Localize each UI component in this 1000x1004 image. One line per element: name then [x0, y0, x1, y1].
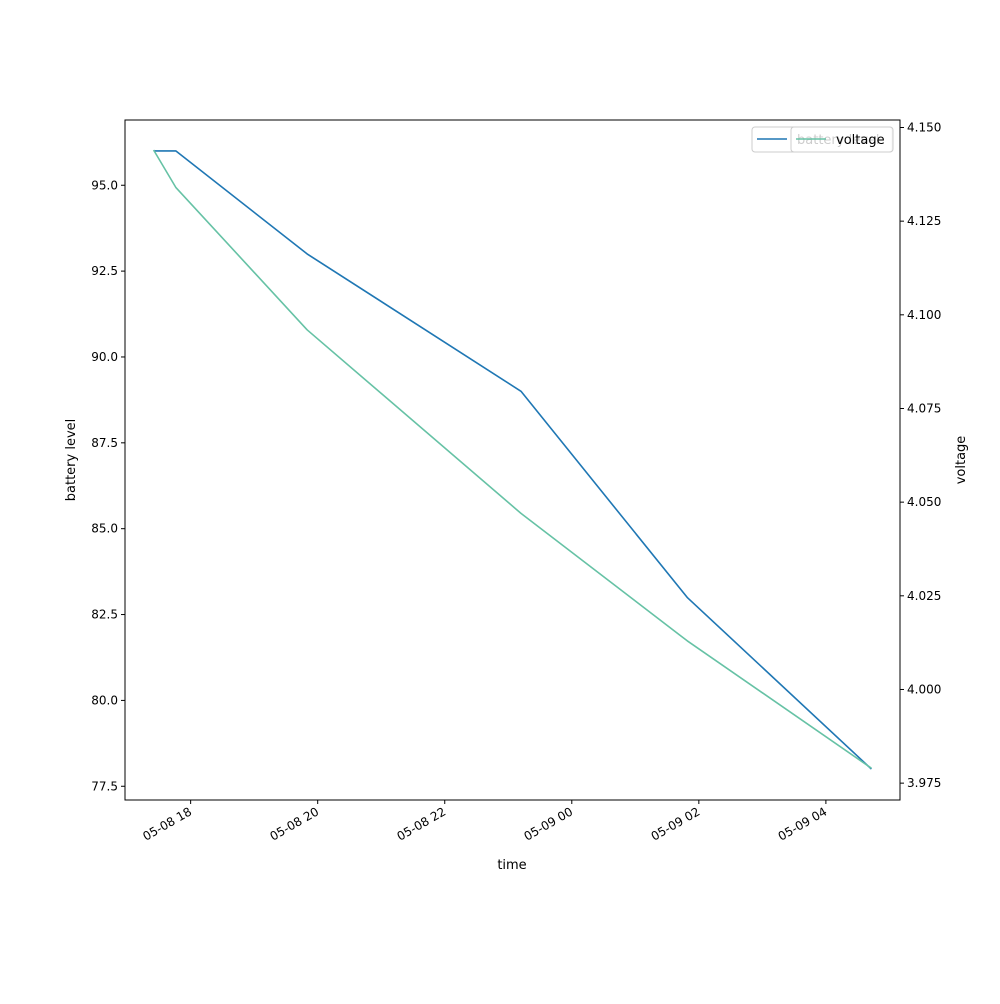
x-tick-label: 05-09 04	[776, 804, 830, 843]
y-left-tick-label: 80.0	[91, 693, 118, 707]
y-left-tick-label: 82.5	[91, 608, 118, 622]
y-right-tick-label: 4.000	[907, 682, 941, 696]
y-right-tick-label: 4.150	[907, 120, 941, 134]
x-tick-label: 05-08 22	[395, 804, 449, 843]
y-left-tick-label: 92.5	[91, 264, 118, 278]
y-left-tick-label: 87.5	[91, 436, 118, 450]
y-left-tick-label: 90.0	[91, 350, 118, 364]
y-right-tick-label: 4.050	[907, 495, 941, 509]
y-axis-right: 3.975 4.000 4.025 4.050 4.075 4.100 4.125 4.150	[900, 120, 941, 790]
y-axis-left: 77.5 80.0 82.5 85.0 87.5 90.0 92.5 95.0	[91, 178, 125, 793]
y-right-tick-label: 4.125	[907, 214, 941, 228]
x-axis: 05-08 18 05-08 20 05-08 22 05-09 00 05-09 02…	[140, 800, 829, 844]
y-right-tick-label: 4.075	[907, 401, 941, 415]
legend-label-voltage: voltage	[836, 133, 885, 148]
x-axis-title: time	[497, 858, 526, 873]
x-tick-label: 05-08 20	[267, 804, 321, 843]
x-tick-label: 05-09 00	[522, 804, 576, 843]
y-right-tick-label: 4.100	[907, 308, 941, 322]
plot-frame	[125, 120, 900, 800]
y-left-tick-label: 95.0	[91, 178, 118, 192]
y-left-tick-label: 85.0	[91, 522, 118, 536]
x-tick-label: 05-08 18	[140, 804, 194, 843]
y-axis-right-title: voltage	[954, 436, 969, 485]
y-left-tick-label: 77.5	[91, 779, 118, 793]
x-tick-label: 05-09 02	[649, 804, 703, 843]
series-layer	[154, 150, 872, 769]
y-right-tick-label: 4.025	[907, 589, 941, 603]
series-line-battery-level	[154, 151, 872, 769]
y-right-tick-label: 3.975	[907, 776, 941, 790]
y-axis-left-title: battery level	[64, 419, 79, 502]
series-line-voltage	[154, 150, 872, 768]
